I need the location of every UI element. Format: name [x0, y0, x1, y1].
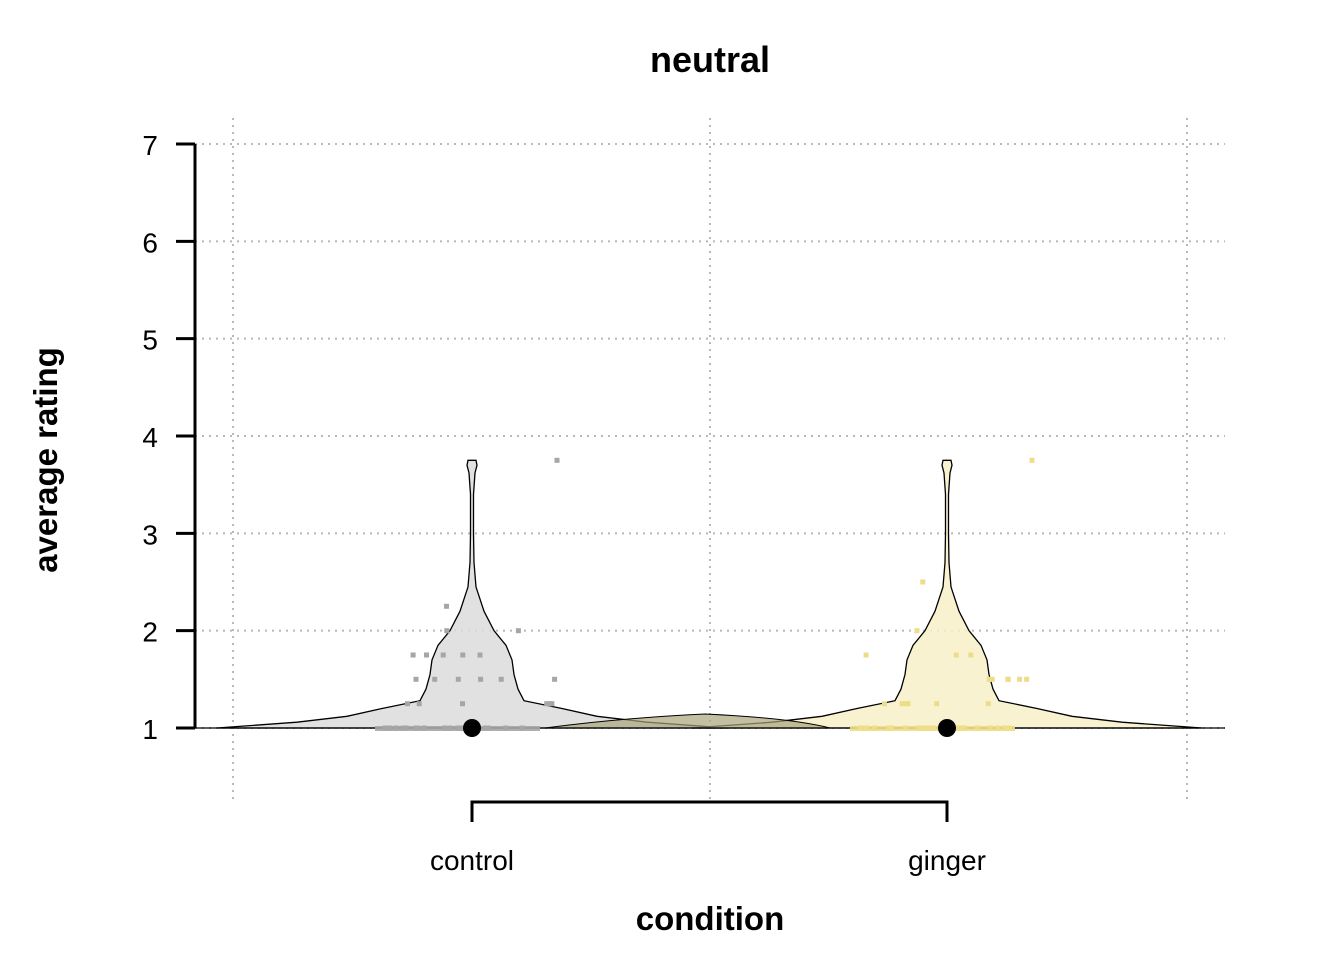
violin-control: [216, 459, 728, 729]
data-point-control: [444, 603, 449, 609]
data-point-ginger: [1005, 676, 1011, 682]
data-point-control: [544, 701, 550, 707]
data-point-ginger: [899, 701, 905, 707]
data-point-ginger: [1029, 457, 1035, 463]
data-point-control: [416, 701, 422, 707]
point-band-ginger: [850, 726, 1015, 731]
data-point-ginger: [914, 628, 920, 634]
data-point-control: [413, 676, 419, 682]
y-tick-label: 4: [142, 422, 158, 453]
data-point-ginger: [920, 579, 926, 585]
data-point-control: [460, 652, 466, 658]
data-point-control: [498, 676, 504, 682]
x-tick-label-control: control: [430, 845, 514, 876]
data-point-control: [455, 676, 461, 682]
data-point-control: [515, 628, 521, 634]
y-tick-label: 7: [142, 130, 158, 161]
data-point-control: [547, 701, 552, 707]
violin-ginger: [691, 459, 1203, 729]
y-tick-label: 3: [142, 519, 158, 550]
median-ginger: [938, 719, 956, 737]
data-point-ginger: [881, 701, 887, 707]
data-point-control: [440, 652, 446, 658]
violins: [195, 459, 1225, 729]
data-point-ginger: [863, 652, 869, 658]
data-point-control: [460, 701, 465, 707]
data-point-ginger: [986, 676, 992, 682]
data-point-control: [444, 628, 450, 634]
y-axis-label: average rating: [27, 347, 64, 573]
median-control: [463, 719, 481, 737]
data-point-control: [405, 701, 410, 707]
data-point-ginger: [985, 701, 991, 707]
data-point-control: [410, 652, 416, 658]
data-point-control: [552, 676, 558, 682]
data-points: [375, 457, 1035, 731]
data-point-control: [477, 652, 483, 658]
y-tick-label: 1: [142, 714, 158, 745]
data-point-ginger: [953, 652, 959, 658]
chart-title: neutral: [650, 39, 770, 80]
y-tick-label: 2: [142, 617, 158, 648]
data-point-ginger: [968, 652, 974, 658]
data-point-ginger: [989, 676, 995, 682]
violin-overlap: [544, 713, 831, 729]
data-point-ginger: [934, 701, 940, 707]
x-axis-label: condition: [636, 900, 784, 937]
y-tick-label: 5: [142, 325, 158, 356]
x-axis-line: [470, 800, 949, 822]
data-point-control: [424, 652, 429, 658]
data-point-control: [432, 676, 438, 682]
x-tick-label-ginger: ginger: [908, 845, 986, 876]
point-band-control: [375, 726, 540, 731]
data-point-control: [554, 457, 560, 463]
axes: 1 2 3 4 5 6 7 control ginger: [142, 130, 986, 876]
data-point-ginger: [1017, 676, 1023, 682]
medians: [463, 719, 956, 737]
y-tick-label: 6: [142, 227, 158, 258]
data-point-control: [478, 676, 484, 682]
data-point-ginger: [1024, 676, 1030, 682]
data-point-ginger: [905, 701, 911, 707]
grid: [195, 118, 1225, 802]
